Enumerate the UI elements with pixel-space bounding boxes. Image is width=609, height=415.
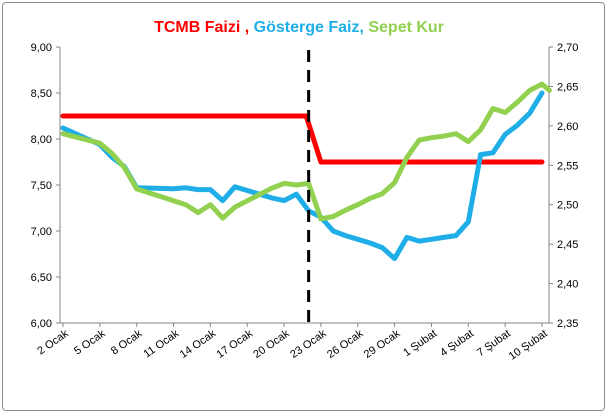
x-tick-label: 10 Şubat [507,328,550,363]
x-tick-label: 14 Ocak [178,327,219,361]
y-right-tick-label: 2,65 [557,81,578,93]
chart-title: TCMB Faizi , Gösterge Faiz, Sepet Kur [154,19,444,36]
x-tick-label: 17 Ocak [215,327,256,361]
x-tick-label: 29 Ocak [362,327,403,361]
y-left-tick-label: 8,00 [31,134,52,146]
series-line-tcmb [60,113,545,165]
y-left-tick-label: 7,00 [31,226,52,238]
x-tick-label: 11 Ocak [141,327,181,360]
series-line-gosterge [60,90,545,262]
y-left-tick-label: 8,50 [31,88,52,100]
y-right-tick-label: 2,35 [557,318,578,330]
x-tick-label: 23 Ocak [288,327,329,361]
y-left-tick-label: 6,50 [31,272,52,284]
series-line-sepet [60,81,552,222]
x-tick-label: 26 Ocak [325,327,366,361]
chart-title-part: Sepet Kur [368,19,444,36]
chart-title-part: , [359,19,368,36]
x-tick-label: 20 Ocak [251,327,292,361]
y-left-tick-label: 9,00 [31,42,52,54]
y-right-tick-label: 2,55 [557,160,578,172]
x-tick-label: 1 Şubat [401,328,439,360]
y-left-tick-label: 7,50 [31,180,52,192]
x-tick-label: 4 Şubat [438,328,476,360]
y-right-tick-label: 2,45 [557,239,578,251]
chart-title-part: , [240,19,253,36]
x-tick-label: 5 Ocak [72,327,108,357]
y-right-tick-label: 2,70 [557,42,578,54]
x-tick-label: 8 Ocak [109,327,145,357]
x-tick-label: 2 Ocak [35,327,71,357]
y-left-tick-label: 6,00 [31,318,52,330]
y-right-tick-label: 2,40 [557,279,578,291]
series-layer [60,50,552,327]
chart-title-part: TCMB Faizi [154,19,240,36]
chart-title-part: Gösterge Faiz [254,19,360,36]
y-right-tick-label: 2,50 [557,200,578,212]
y-right-tick-label: 2,60 [557,121,578,133]
